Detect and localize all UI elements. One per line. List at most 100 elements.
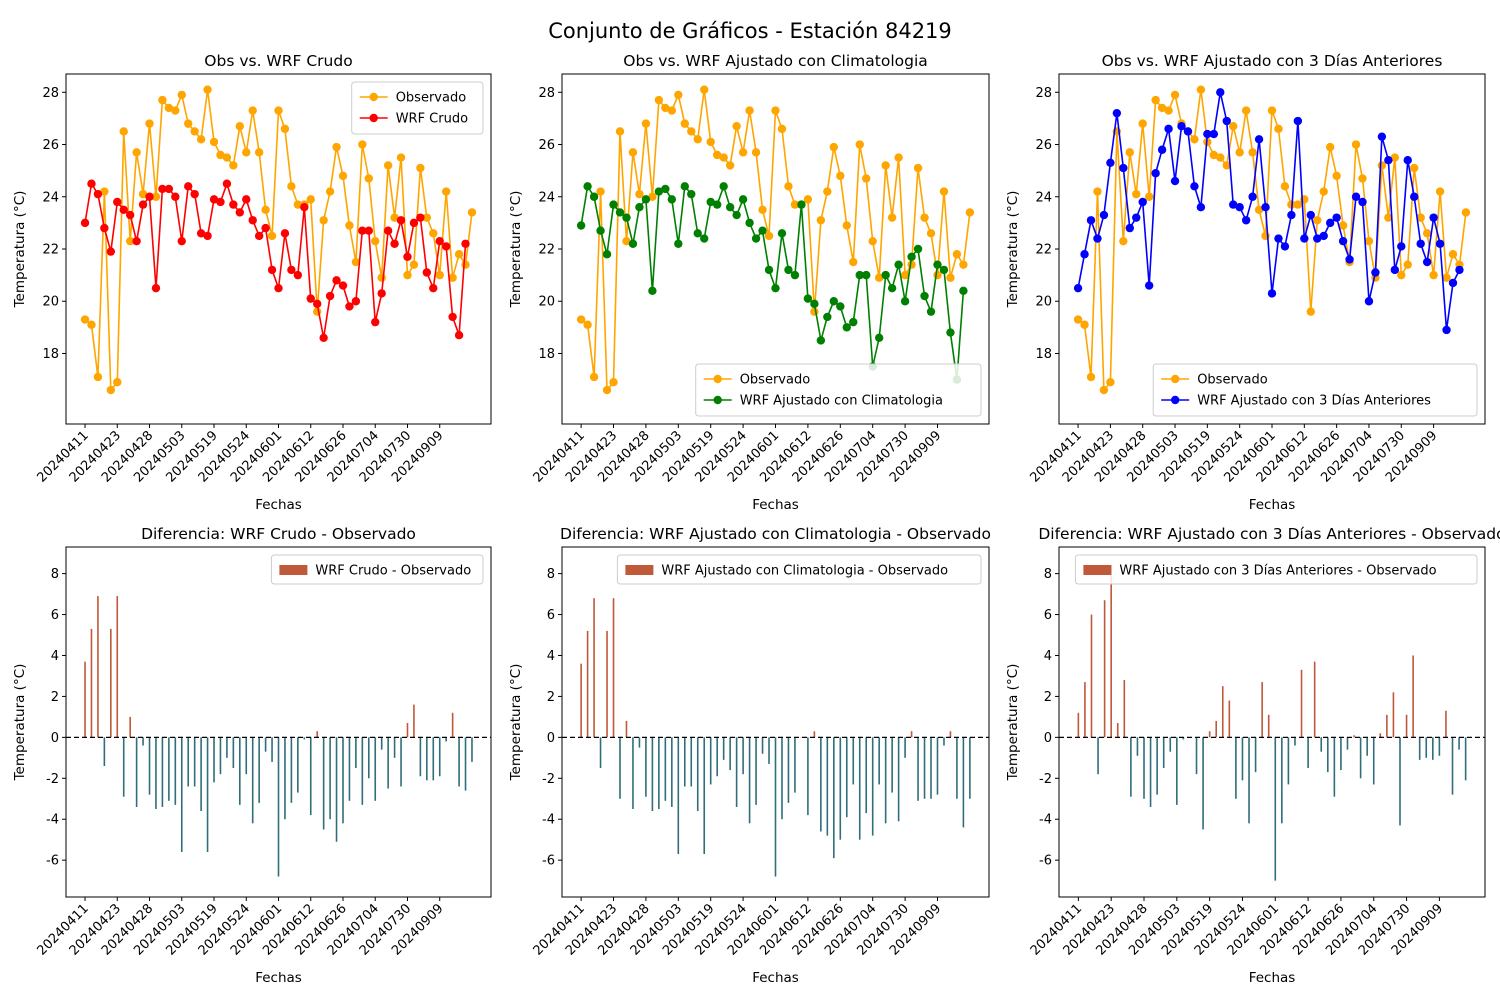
y-tick-label: 6	[1044, 608, 1052, 623]
y-tick-label: 22	[42, 243, 59, 258]
data-point	[1377, 132, 1387, 141]
data-point	[1144, 192, 1154, 201]
data-point	[583, 320, 592, 329]
data-point	[125, 236, 135, 246]
data-point	[209, 137, 219, 147]
data-point	[602, 385, 612, 395]
data-point	[1216, 88, 1225, 97]
difference-bar	[871, 737, 874, 836]
axes-frame	[1058, 73, 1486, 425]
data-point	[959, 286, 968, 295]
difference-bar	[374, 737, 377, 801]
data-point	[429, 283, 438, 293]
y-tick-label: 0	[1044, 731, 1052, 746]
data-point	[441, 187, 451, 196]
subplot-title: Obs vs. WRF Ajustado con 3 Días Anterior…	[1102, 52, 1443, 70]
difference-bar	[904, 737, 906, 758]
difference-bar	[1353, 735, 1355, 738]
y-tick-label: -6	[542, 854, 555, 869]
difference-bar	[387, 737, 389, 789]
figure-suptitle: Conjunto de Gráficos - Estación 84219	[548, 19, 952, 43]
difference-bar	[1346, 737, 1349, 750]
data-point	[946, 328, 955, 337]
difference-bar	[580, 663, 582, 738]
data-point	[719, 182, 728, 191]
data-point	[409, 218, 419, 228]
data-point	[641, 195, 651, 204]
data-point	[306, 294, 315, 303]
data-point	[351, 297, 361, 306]
y-tick-label: 28	[42, 86, 59, 101]
data-point	[654, 95, 664, 105]
x-axis-label: Fechas	[752, 970, 799, 986]
data-point	[784, 182, 793, 191]
subplot-title: Obs vs. WRF Crudo	[204, 52, 352, 70]
data-point	[1183, 127, 1193, 136]
legend-swatch-marker	[1171, 374, 1180, 384]
data-point	[745, 218, 754, 228]
difference-bar	[284, 737, 286, 820]
data-point	[190, 189, 199, 199]
data-point	[80, 218, 90, 228]
data-point	[667, 195, 677, 204]
data-point	[1125, 148, 1134, 157]
data-point	[1319, 231, 1328, 241]
difference-bar	[606, 630, 608, 738]
subplot-3: Obs vs. WRF Ajustado con 3 Días Anterior…	[1005, 52, 1486, 513]
difference-bar	[833, 737, 835, 859]
difference-bar	[1156, 737, 1158, 795]
axes-frame	[65, 546, 492, 898]
data-point	[229, 161, 238, 170]
difference-bar	[839, 737, 842, 840]
data-point	[254, 231, 264, 241]
data-point	[810, 307, 819, 316]
legend-swatch-marker	[369, 113, 378, 123]
difference-bar	[1412, 655, 1414, 738]
data-point	[1397, 242, 1406, 251]
difference-bar	[852, 737, 855, 785]
data-point	[280, 124, 290, 134]
data-point	[900, 297, 910, 306]
y-tick-label: -6	[46, 854, 59, 869]
data-point	[1422, 257, 1432, 267]
legend-label: WRF Ajustado con 3 Días Anteriores - Obs…	[1119, 564, 1436, 579]
data-point	[1306, 210, 1315, 220]
data-point	[576, 221, 586, 230]
difference-bar	[438, 737, 441, 777]
data-point	[1325, 142, 1335, 152]
data-point	[1280, 182, 1290, 191]
data-point	[261, 205, 270, 215]
data-point	[777, 229, 787, 238]
difference-bar	[820, 737, 822, 832]
data-point	[1196, 203, 1206, 212]
data-point	[874, 273, 884, 282]
data-point	[1422, 229, 1432, 238]
difference-bar	[97, 596, 99, 738]
difference-bar	[90, 628, 93, 738]
data-point	[894, 260, 903, 269]
data-point	[816, 216, 826, 225]
data-point	[589, 372, 599, 382]
difference-bar	[709, 737, 712, 785]
data-point	[248, 216, 257, 225]
y-axis-label: Temperatura (°C)	[508, 664, 524, 782]
data-point	[184, 119, 193, 128]
data-point	[738, 148, 748, 157]
y-tick-label: -4	[1039, 813, 1052, 828]
difference-bar	[897, 737, 900, 822]
data-point	[1267, 106, 1277, 115]
data-point	[1177, 122, 1186, 131]
data-point	[797, 200, 806, 209]
data-point	[920, 213, 929, 222]
data-point	[203, 85, 212, 94]
difference-bar	[716, 737, 718, 777]
data-point	[93, 372, 103, 382]
data-point	[1132, 189, 1141, 199]
y-tick-label: 18	[1035, 347, 1052, 362]
data-point	[1416, 213, 1425, 222]
difference-bar	[1149, 737, 1152, 807]
data-point	[1132, 213, 1141, 222]
data-point	[913, 163, 923, 173]
data-point	[674, 239, 683, 248]
